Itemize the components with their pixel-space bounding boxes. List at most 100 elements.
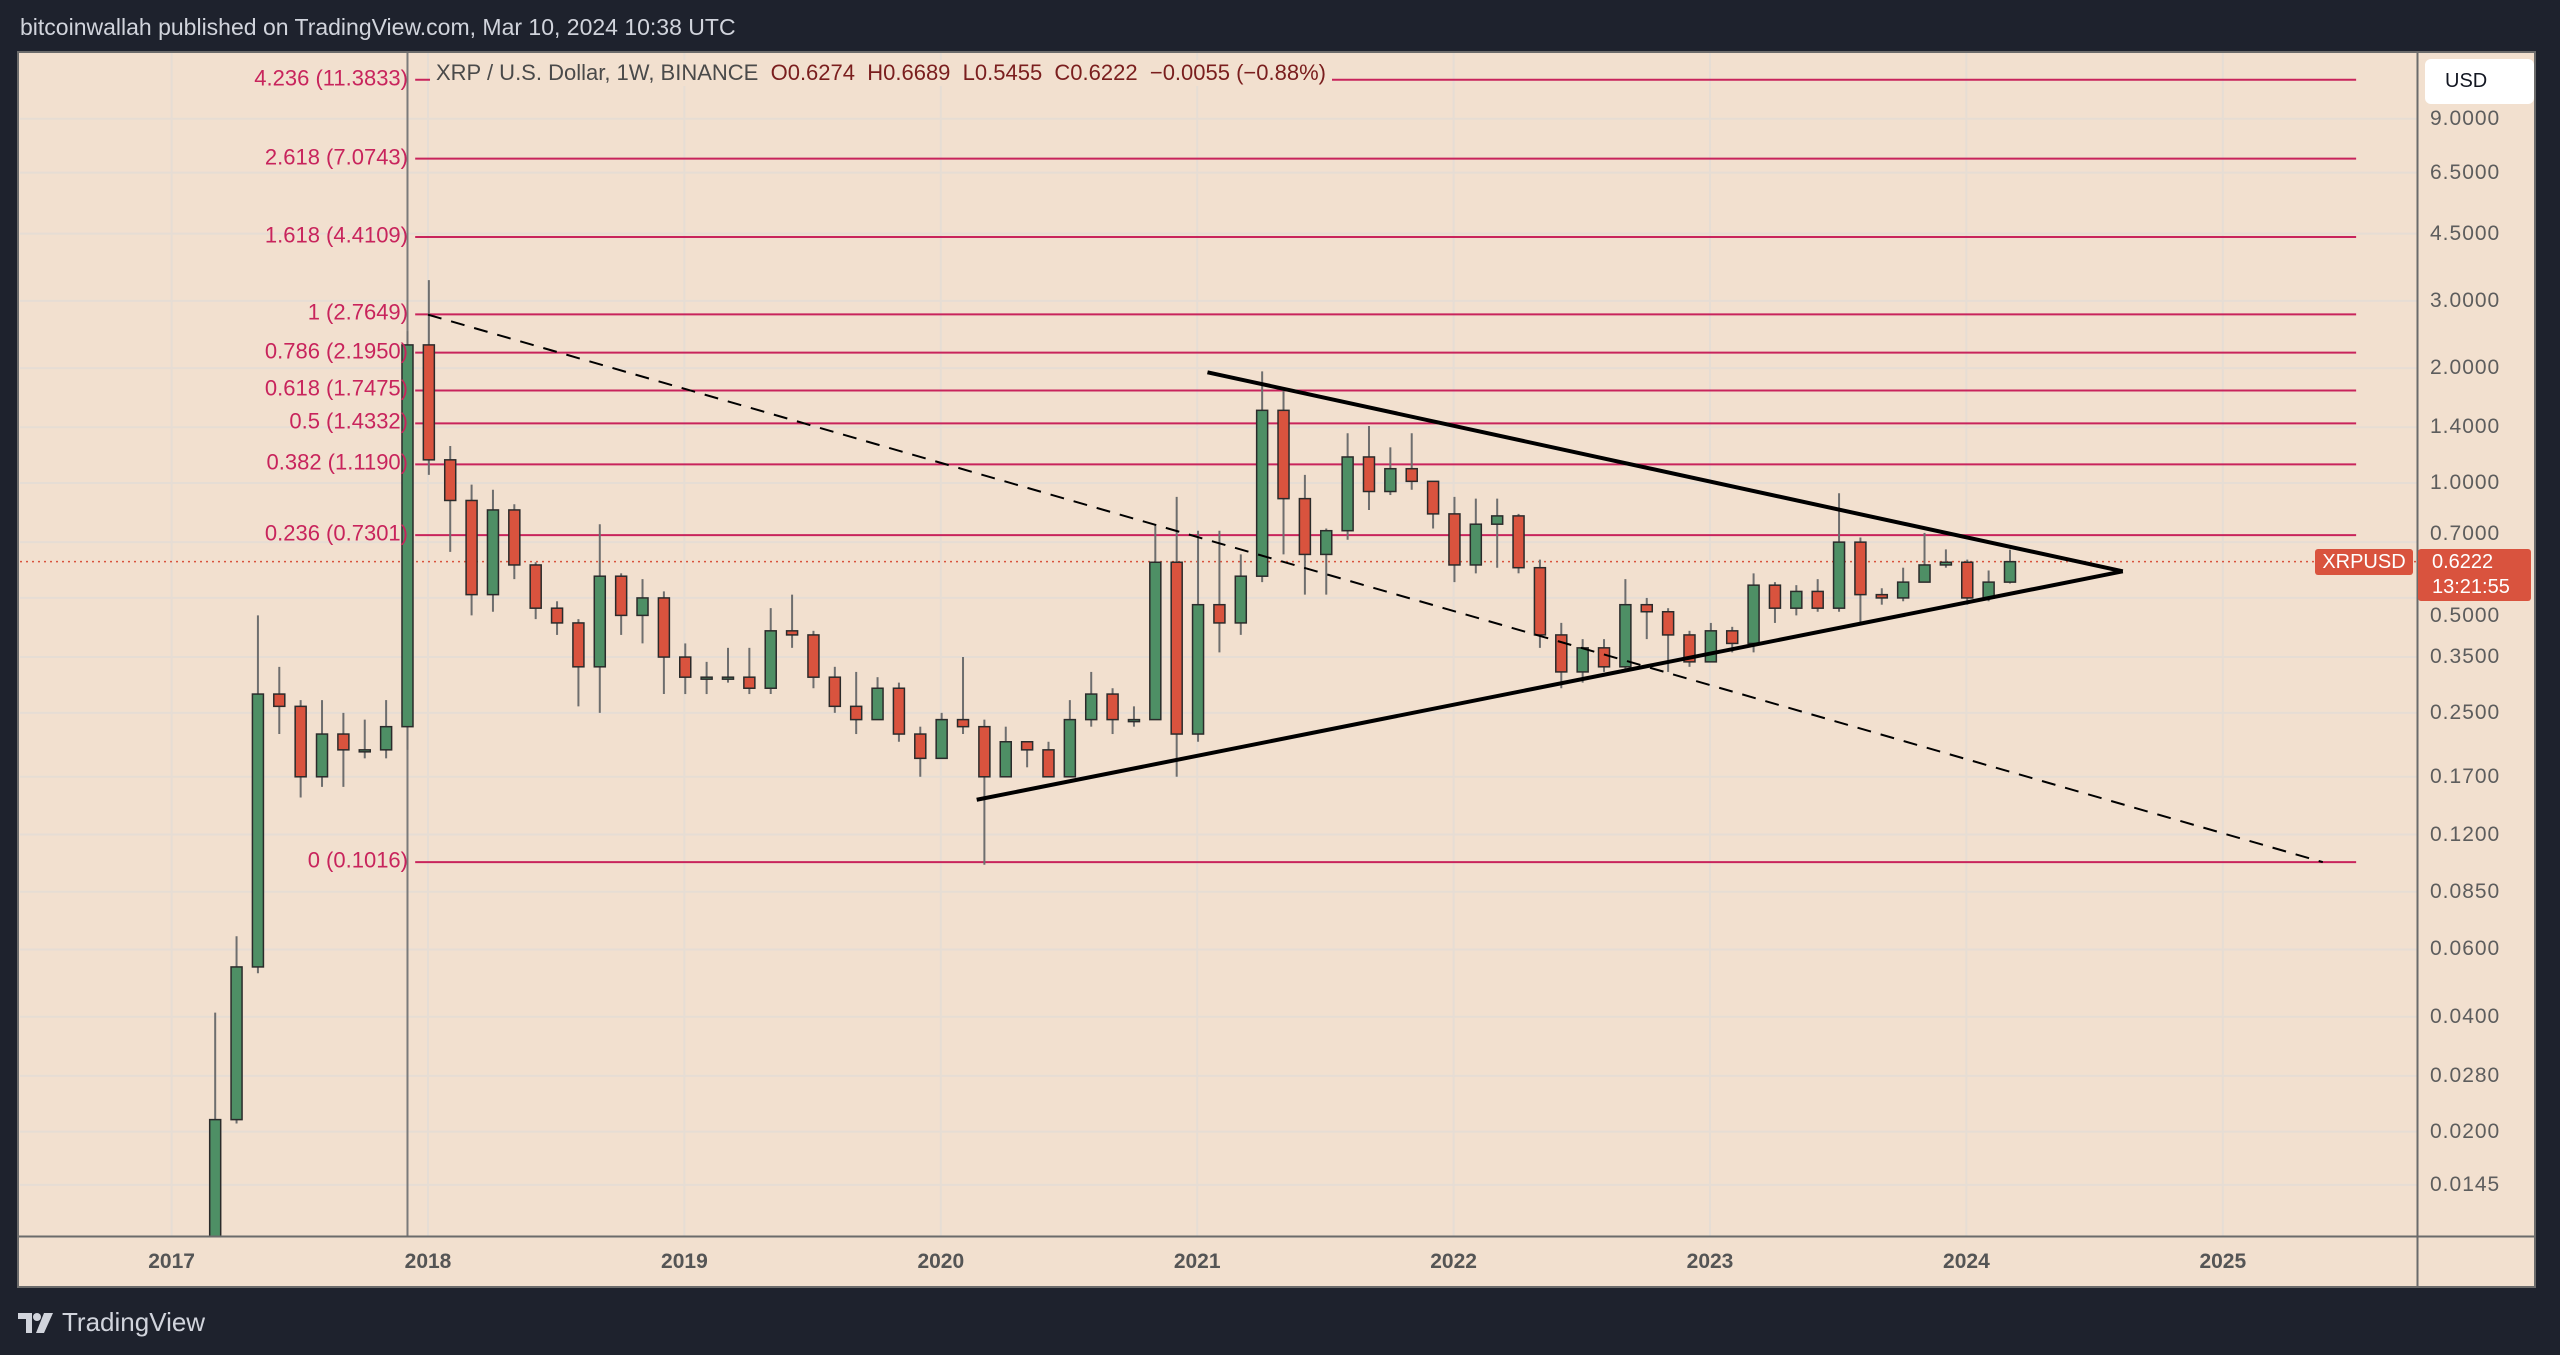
trendlines[interactable] xyxy=(427,313,2324,864)
candle xyxy=(1255,371,1269,583)
candle-body-down xyxy=(1405,467,1418,483)
candle-body-down xyxy=(807,634,820,678)
candle-body-down xyxy=(443,459,457,502)
candle xyxy=(1341,433,1354,540)
candle-body-down xyxy=(1020,741,1034,751)
candles xyxy=(208,280,2017,1236)
candle-body-up xyxy=(1341,456,1354,532)
candle xyxy=(593,524,607,713)
candle xyxy=(1939,549,1953,568)
publish-info: bitcoinwallah published on TradingView.c… xyxy=(20,14,736,40)
candle-body-up xyxy=(1704,630,1718,663)
legend-high: H0.6689 xyxy=(867,60,951,85)
candle xyxy=(1191,530,1205,742)
candle xyxy=(1961,559,1974,605)
candle-body-down xyxy=(657,597,671,658)
price-tick-label: 0.0400 xyxy=(2430,1004,2501,1028)
candle xyxy=(550,601,564,635)
candle-body-down xyxy=(1683,634,1696,663)
candle xyxy=(1576,639,1589,683)
candle-body-up xyxy=(208,1118,222,1236)
time-tick-label: 2025 xyxy=(2199,1250,2247,1273)
candle-body-up xyxy=(764,630,777,689)
candle-body-down xyxy=(614,575,628,617)
candle-body-up xyxy=(1832,541,1846,609)
candle-body-down xyxy=(1875,593,1889,599)
candle xyxy=(785,594,799,648)
fib-retracement[interactable] xyxy=(20,53,2417,1236)
candle xyxy=(1277,388,1290,555)
legend-change: −0.0055 (−0.88%) xyxy=(1149,60,1326,85)
candle-body-down xyxy=(978,725,991,778)
candle xyxy=(1084,671,1098,727)
fib-level-label: 0.5 (1.4332) xyxy=(289,409,408,435)
candle xyxy=(700,661,713,695)
candle xyxy=(379,700,393,759)
price-tick-label: 3.0000 xyxy=(2430,288,2501,312)
candle-body-up xyxy=(1918,564,1931,583)
candle xyxy=(914,726,927,777)
candle-body-down xyxy=(849,705,863,721)
candle xyxy=(657,591,671,695)
fib-level-label: 0.236 (0.7301) xyxy=(264,520,408,546)
price-tick-label: 6.5000 xyxy=(2430,160,2501,184)
candle-body-down xyxy=(273,693,286,708)
candle xyxy=(465,484,478,616)
fib-level-label: 1 (2.7649) xyxy=(307,300,408,326)
price-tick-label: 0.0280 xyxy=(2430,1063,2501,1087)
currency-button[interactable]: USD xyxy=(2425,59,2534,104)
candle-body-up xyxy=(358,749,372,753)
candle xyxy=(871,677,884,721)
candle-body-down xyxy=(1661,610,1675,636)
candle xyxy=(764,608,777,695)
candle-body-down xyxy=(550,607,564,624)
candle xyxy=(1790,585,1803,616)
candle-body-up xyxy=(1084,693,1098,721)
candle xyxy=(1298,474,1312,595)
time-tick-label: 2021 xyxy=(1173,1250,1221,1273)
time-tick-label: 2024 xyxy=(1943,1250,1990,1273)
candle-body-up xyxy=(401,344,414,728)
candle-body-down xyxy=(529,564,542,609)
price-tick-label: 0.3500 xyxy=(2430,645,2501,669)
candle xyxy=(230,936,243,1124)
candle xyxy=(1448,496,1461,583)
candle xyxy=(294,700,307,798)
candle xyxy=(1640,597,1654,640)
candle-body-down xyxy=(572,622,585,668)
panel-frame xyxy=(17,51,2536,1288)
price-tick-label: 0.5000 xyxy=(2430,604,2501,627)
candle-body-up xyxy=(999,741,1013,778)
candle xyxy=(1832,493,1846,612)
candle-body-up xyxy=(1747,584,1760,645)
candle xyxy=(422,280,436,475)
price-tick-label: 2.0000 xyxy=(2430,356,2501,380)
candle-body-up xyxy=(379,725,393,751)
candle xyxy=(315,700,329,787)
candle-body-down xyxy=(422,344,436,461)
last-price: 0.6222 xyxy=(2432,551,2494,573)
fib-level-label: 0.618 (1.7475) xyxy=(264,376,408,402)
candle-body-up xyxy=(1384,467,1397,493)
candle xyxy=(273,666,286,735)
chart-panel[interactable] xyxy=(18,52,2535,1287)
candle xyxy=(1234,554,1248,635)
lower-support-line xyxy=(976,569,2124,802)
candle-body-up xyxy=(871,687,884,721)
fib-level-label: 2.618 (7.0743) xyxy=(264,144,408,170)
price-tick-label: 1.4000 xyxy=(2430,415,2501,439)
footer-brand[interactable]: TradingView xyxy=(18,1307,205,1338)
candle xyxy=(1597,639,1611,672)
candle xyxy=(1106,688,1119,735)
dashed-diagonal-line xyxy=(427,313,2324,864)
legend-close: C0.6222 xyxy=(1054,60,1138,85)
candle-body-down xyxy=(1555,634,1568,673)
candle xyxy=(1362,426,1376,510)
candle-body-down xyxy=(1597,647,1611,668)
fib-level-label: 4.236 (11.3833) xyxy=(254,65,408,91)
candle-body-down xyxy=(337,733,350,751)
candle-body-down xyxy=(1533,566,1547,636)
price-tick-label: 9.0000 xyxy=(2430,106,2501,130)
candle-body-up xyxy=(1191,603,1205,735)
